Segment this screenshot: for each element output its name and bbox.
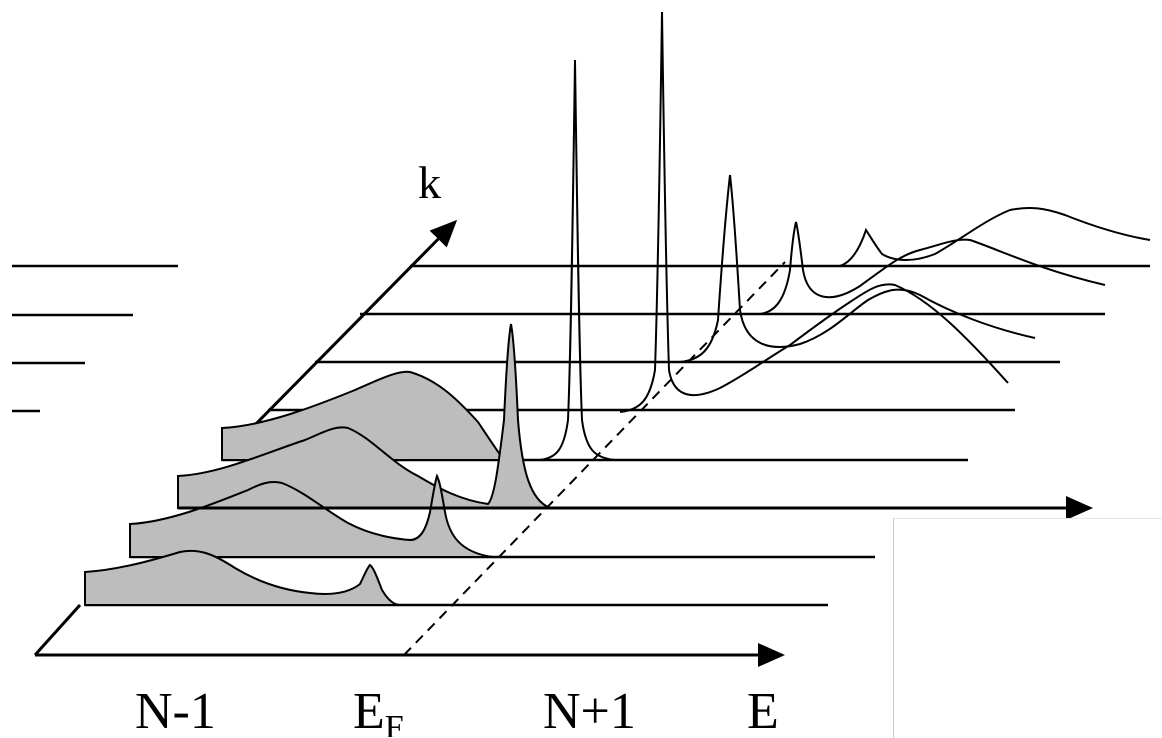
spectrum-row-4 bbox=[221, 370, 506, 461]
k-axis-label: k bbox=[418, 157, 441, 208]
spectrum-row-8 bbox=[759, 221, 1106, 315]
spectrum-row-9 bbox=[839, 206, 1151, 267]
spectrum-row-7 bbox=[679, 174, 1036, 363]
blank-corner-panel bbox=[893, 518, 1162, 738]
spectrum-row-1 bbox=[84, 549, 401, 606]
n-plus-1-label: N+1 bbox=[543, 683, 636, 737]
left-edge-diagonal bbox=[33, 603, 82, 657]
n-minus-1-label: N-1 bbox=[135, 683, 216, 737]
fermi-energy-label: EF bbox=[353, 683, 404, 737]
spectrum-row-5 bbox=[539, 59, 616, 461]
spectrum-row-6 bbox=[619, 11, 1009, 413]
k-axis-arrow bbox=[246, 219, 458, 434]
spectrum-row-3 bbox=[177, 323, 551, 509]
spectrum-row-2 bbox=[129, 473, 493, 558]
fermi-level-dashed-line bbox=[403, 261, 786, 656]
energy-axis-label: E bbox=[747, 683, 779, 737]
